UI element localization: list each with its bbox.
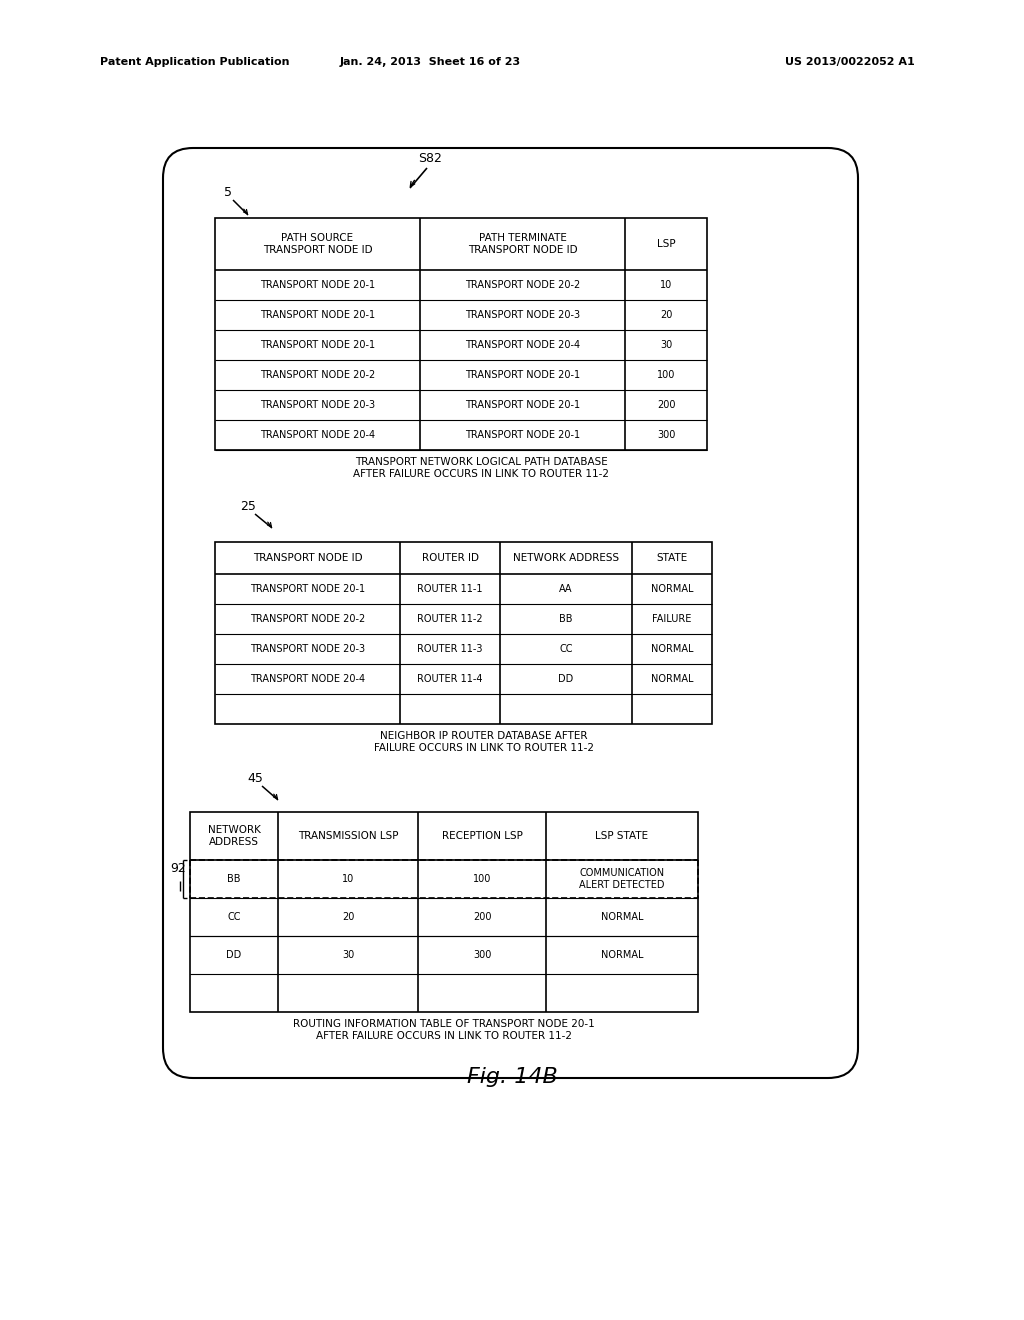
Bar bbox=[190, 812, 698, 1012]
Text: FAILURE: FAILURE bbox=[652, 614, 691, 624]
Text: DD: DD bbox=[558, 675, 573, 684]
Text: COMMUNICATION
ALERT DETECTED: COMMUNICATION ALERT DETECTED bbox=[580, 869, 665, 890]
Text: TRANSPORT NODE 20-1: TRANSPORT NODE 20-1 bbox=[250, 583, 366, 594]
Text: 25: 25 bbox=[240, 499, 256, 512]
Bar bbox=[215, 543, 712, 723]
Text: NORMAL: NORMAL bbox=[601, 950, 643, 960]
Text: 300: 300 bbox=[473, 950, 492, 960]
Bar bbox=[215, 218, 707, 450]
Text: RECEPTION LSP: RECEPTION LSP bbox=[441, 832, 522, 841]
Text: 100: 100 bbox=[473, 874, 492, 884]
Text: AA: AA bbox=[559, 583, 572, 594]
Text: TRANSPORT NODE 20-3: TRANSPORT NODE 20-3 bbox=[250, 644, 366, 653]
Text: Fig. 14B: Fig. 14B bbox=[467, 1067, 557, 1086]
Text: 30: 30 bbox=[342, 950, 354, 960]
Text: CC: CC bbox=[559, 644, 572, 653]
Text: 45: 45 bbox=[247, 771, 263, 784]
Text: TRANSPORT NODE 20-1: TRANSPORT NODE 20-1 bbox=[465, 370, 580, 380]
Text: TRANSPORT NODE 20-2: TRANSPORT NODE 20-2 bbox=[260, 370, 375, 380]
Text: 30: 30 bbox=[659, 341, 672, 350]
Text: 92: 92 bbox=[170, 862, 186, 875]
Text: BB: BB bbox=[559, 614, 572, 624]
Text: 10: 10 bbox=[659, 280, 672, 290]
Text: 10: 10 bbox=[342, 874, 354, 884]
Text: TRANSPORT NODE ID: TRANSPORT NODE ID bbox=[253, 553, 362, 564]
FancyBboxPatch shape bbox=[163, 148, 858, 1078]
Text: NEIGHBOR IP ROUTER DATABASE AFTER
FAILURE OCCURS IN LINK TO ROUTER 11-2: NEIGHBOR IP ROUTER DATABASE AFTER FAILUR… bbox=[374, 731, 594, 752]
Text: NORMAL: NORMAL bbox=[650, 675, 693, 684]
Text: TRANSPORT NODE 20-2: TRANSPORT NODE 20-2 bbox=[250, 614, 366, 624]
Text: TRANSPORT NODE 20-4: TRANSPORT NODE 20-4 bbox=[250, 675, 366, 684]
Text: TRANSPORT NODE 20-1: TRANSPORT NODE 20-1 bbox=[465, 400, 580, 411]
Text: TRANSPORT NODE 20-3: TRANSPORT NODE 20-3 bbox=[260, 400, 375, 411]
Text: ROUTER 11-2: ROUTER 11-2 bbox=[417, 614, 482, 624]
Text: ROUTER 11-1: ROUTER 11-1 bbox=[417, 583, 482, 594]
Text: S82: S82 bbox=[418, 152, 442, 165]
Text: CC: CC bbox=[227, 912, 241, 921]
Text: DD: DD bbox=[226, 950, 242, 960]
Text: NETWORK
ADDRESS: NETWORK ADDRESS bbox=[208, 825, 260, 847]
Text: ROUTER 11-3: ROUTER 11-3 bbox=[417, 644, 482, 653]
Text: 5: 5 bbox=[224, 186, 232, 199]
Text: PATH SOURCE
TRANSPORT NODE ID: PATH SOURCE TRANSPORT NODE ID bbox=[263, 234, 373, 255]
Text: TRANSPORT NODE 20-1: TRANSPORT NODE 20-1 bbox=[260, 280, 375, 290]
Text: TRANSPORT NODE 20-4: TRANSPORT NODE 20-4 bbox=[465, 341, 580, 350]
Text: BB: BB bbox=[227, 874, 241, 884]
Text: 200: 200 bbox=[473, 912, 492, 921]
Text: PATH TERMINATE
TRANSPORT NODE ID: PATH TERMINATE TRANSPORT NODE ID bbox=[468, 234, 578, 255]
Text: TRANSPORT NODE 20-2: TRANSPORT NODE 20-2 bbox=[465, 280, 581, 290]
Text: ROUTER ID: ROUTER ID bbox=[422, 553, 478, 564]
Text: TRANSPORT NODE 20-1: TRANSPORT NODE 20-1 bbox=[260, 310, 375, 319]
Text: TRANSPORT NETWORK LOGICAL PATH DATABASE
AFTER FAILURE OCCURS IN LINK TO ROUTER 1: TRANSPORT NETWORK LOGICAL PATH DATABASE … bbox=[353, 457, 609, 479]
Text: TRANSPORT NODE 20-3: TRANSPORT NODE 20-3 bbox=[465, 310, 580, 319]
Text: NORMAL: NORMAL bbox=[650, 644, 693, 653]
Text: 100: 100 bbox=[656, 370, 675, 380]
Text: TRANSPORT NODE 20-1: TRANSPORT NODE 20-1 bbox=[465, 430, 580, 440]
Text: TRANSPORT NODE 20-4: TRANSPORT NODE 20-4 bbox=[260, 430, 375, 440]
Text: Jan. 24, 2013  Sheet 16 of 23: Jan. 24, 2013 Sheet 16 of 23 bbox=[339, 57, 520, 67]
Text: ROUTER 11-4: ROUTER 11-4 bbox=[417, 675, 482, 684]
Text: Patent Application Publication: Patent Application Publication bbox=[100, 57, 290, 67]
Text: 20: 20 bbox=[659, 310, 672, 319]
Text: NORMAL: NORMAL bbox=[650, 583, 693, 594]
Text: NETWORK ADDRESS: NETWORK ADDRESS bbox=[513, 553, 620, 564]
Text: STATE: STATE bbox=[656, 553, 688, 564]
Text: LSP: LSP bbox=[656, 239, 675, 249]
Text: 200: 200 bbox=[656, 400, 675, 411]
Text: NORMAL: NORMAL bbox=[601, 912, 643, 921]
Text: ROUTING INFORMATION TABLE OF TRANSPORT NODE 20-1
AFTER FAILURE OCCURS IN LINK TO: ROUTING INFORMATION TABLE OF TRANSPORT N… bbox=[293, 1019, 595, 1040]
Text: US 2013/0022052 A1: US 2013/0022052 A1 bbox=[785, 57, 914, 67]
Text: TRANSMISSION LSP: TRANSMISSION LSP bbox=[298, 832, 398, 841]
Text: 20: 20 bbox=[342, 912, 354, 921]
Text: 300: 300 bbox=[656, 430, 675, 440]
Text: TRANSPORT NODE 20-1: TRANSPORT NODE 20-1 bbox=[260, 341, 375, 350]
Text: LSP STATE: LSP STATE bbox=[595, 832, 648, 841]
